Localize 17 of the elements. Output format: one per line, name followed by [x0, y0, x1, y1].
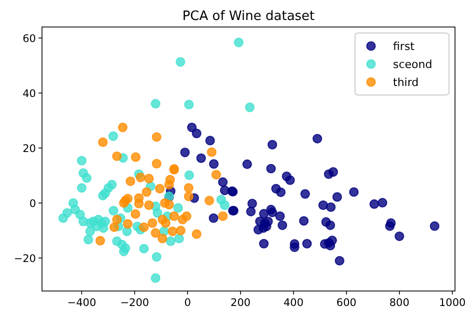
y-tick-label: 60	[22, 33, 36, 45]
x-tick-label: 1000	[438, 297, 466, 309]
x-tick-label: −400	[67, 297, 96, 309]
x-tick-label: 400	[283, 297, 304, 309]
legend-label: first	[393, 40, 416, 53]
x-tick-label: 600	[336, 297, 356, 309]
x-tick-label: 0	[184, 297, 191, 309]
x-tick-label: −200	[120, 297, 150, 309]
y-tick-label: 40	[22, 88, 36, 100]
chart-title: PCA of Wine dataset	[182, 9, 315, 24]
y-tick-label: 0	[29, 198, 36, 210]
y-tick-label: 20	[22, 143, 36, 155]
x-tick-label: 800	[389, 297, 410, 309]
y-tick-label: −20	[14, 253, 36, 265]
legend-label: third	[393, 76, 419, 89]
legend-label: sceond	[393, 58, 432, 71]
x-tick-label: 200	[230, 297, 251, 309]
